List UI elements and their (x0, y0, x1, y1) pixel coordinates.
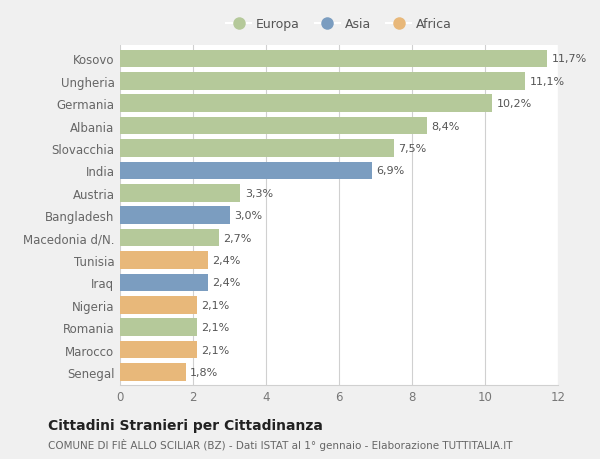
Text: 11,1%: 11,1% (530, 77, 565, 87)
Text: 8,4%: 8,4% (431, 121, 460, 131)
Legend: Europa, Asia, Africa: Europa, Asia, Africa (226, 18, 452, 31)
Bar (120, 364, 186, 381)
Bar (120, 274, 208, 291)
Text: Cittadini Stranieri per Cittadinanza: Cittadini Stranieri per Cittadinanza (48, 418, 323, 431)
Bar (120, 185, 241, 202)
Text: 2,4%: 2,4% (212, 255, 241, 265)
Bar (120, 162, 372, 180)
Bar (120, 95, 492, 113)
Text: COMUNE DI FIÈ ALLO SCILIAR (BZ) - Dati ISTAT al 1° gennaio - Elaborazione TUTTIT: COMUNE DI FIÈ ALLO SCILIAR (BZ) - Dati I… (48, 438, 512, 450)
Bar (120, 73, 525, 90)
Text: 2,4%: 2,4% (212, 278, 241, 288)
Text: 11,7%: 11,7% (551, 54, 587, 64)
Bar (120, 207, 229, 224)
Bar (120, 252, 208, 269)
Bar (120, 118, 427, 135)
Text: 1,8%: 1,8% (190, 367, 218, 377)
Bar (120, 341, 197, 358)
Bar (120, 140, 394, 157)
Text: 6,9%: 6,9% (376, 166, 404, 176)
Text: 3,0%: 3,0% (234, 211, 262, 221)
Bar (120, 230, 218, 247)
Text: 10,2%: 10,2% (497, 99, 532, 109)
Bar (120, 297, 197, 314)
Text: 2,1%: 2,1% (201, 323, 229, 332)
Text: 3,3%: 3,3% (245, 188, 273, 198)
Bar (120, 319, 197, 336)
Text: 7,5%: 7,5% (398, 144, 427, 154)
Bar (120, 50, 547, 68)
Text: 2,1%: 2,1% (201, 345, 229, 355)
Text: 2,1%: 2,1% (201, 300, 229, 310)
Text: 2,7%: 2,7% (223, 233, 251, 243)
